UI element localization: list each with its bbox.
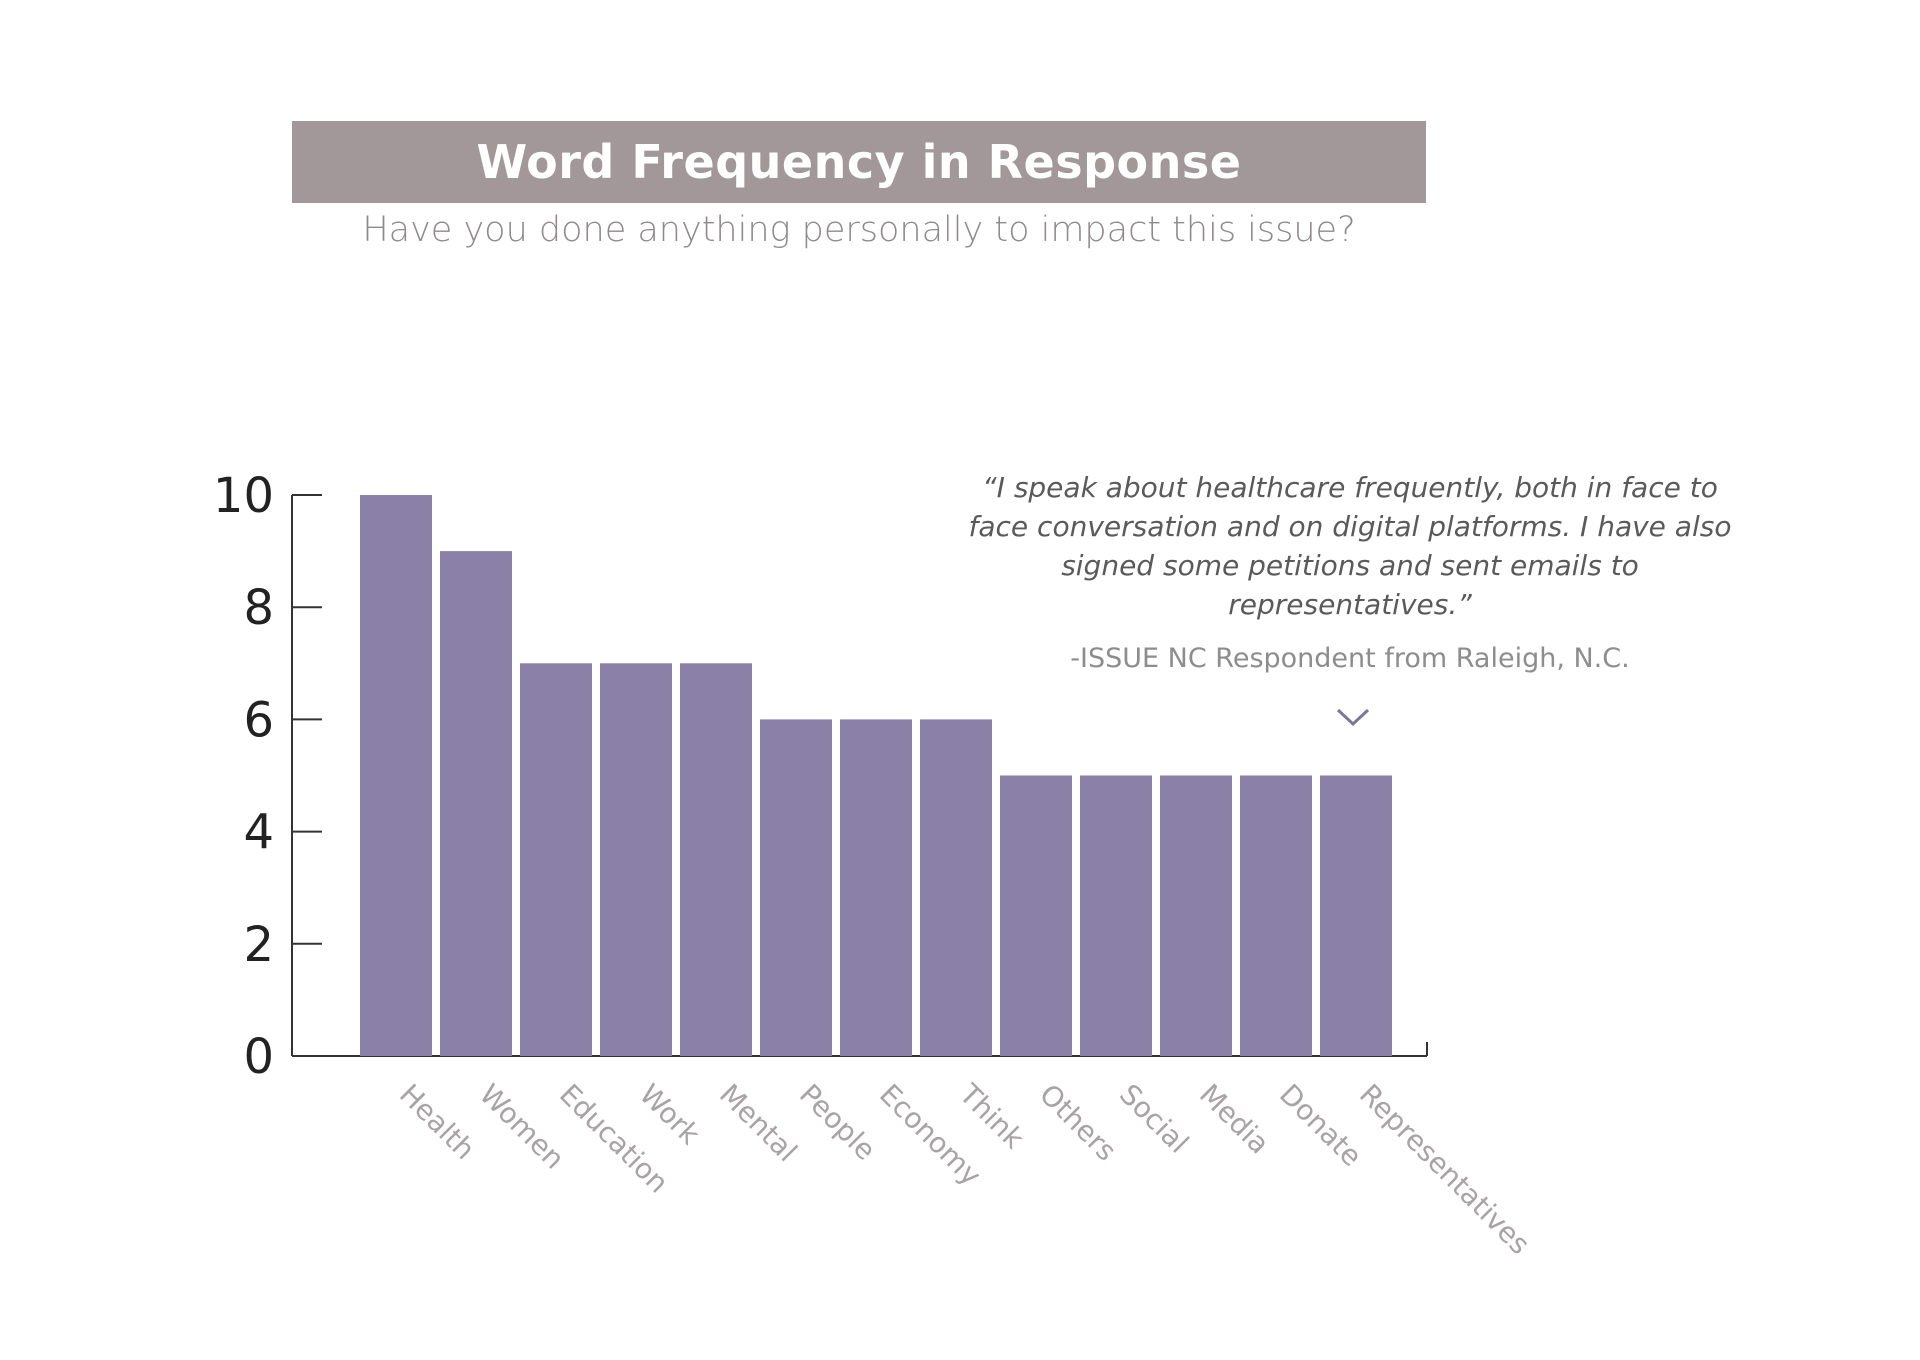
category-label: People [793,1078,882,1167]
category-label: Donate [1273,1078,1368,1173]
category-label: Others [1033,1078,1123,1168]
y-tick-label: 8 [243,580,274,636]
category-label: Mental [713,1078,804,1169]
bar-economy [840,719,912,1056]
category-label: Work [633,1078,707,1152]
category-label: Representatives [1353,1078,1536,1261]
category-label: Media [1193,1078,1276,1161]
bar-work [600,663,672,1056]
bar-representatives [1320,775,1392,1056]
y-tick-label: 0 [243,1029,274,1085]
bar-social [1080,775,1152,1056]
respondent-quote: “I speak about healthcare frequently, bo… [968,471,1732,621]
bar-women [440,551,512,1056]
bar-media [1160,775,1232,1056]
title-banner: Word Frequency in Response [292,121,1426,203]
category-label: Social [1113,1078,1195,1160]
bar-people [760,719,832,1056]
y-tick-label: 10 [213,468,274,524]
bar-others [1000,775,1072,1056]
chart-title: Word Frequency in Response [476,135,1242,189]
category-label: Health [393,1078,481,1166]
quote-attribution: -ISSUE NC Respondent from Raleigh, N.C. [1070,643,1630,674]
category-label: Think [952,1077,1031,1156]
bar-health [360,495,432,1056]
y-tick-label: 2 [243,917,274,973]
bar-education [520,663,592,1056]
category-label: Women [473,1078,571,1176]
bar-mental [680,663,752,1056]
y-tick-label: 6 [243,692,274,748]
chevron-down-icon [1336,708,1370,727]
bar-think [920,719,992,1056]
chart-subtitle: Have you done anything personally to imp… [362,210,1356,250]
bar-donate [1240,775,1312,1056]
y-tick-label: 4 [243,805,274,861]
